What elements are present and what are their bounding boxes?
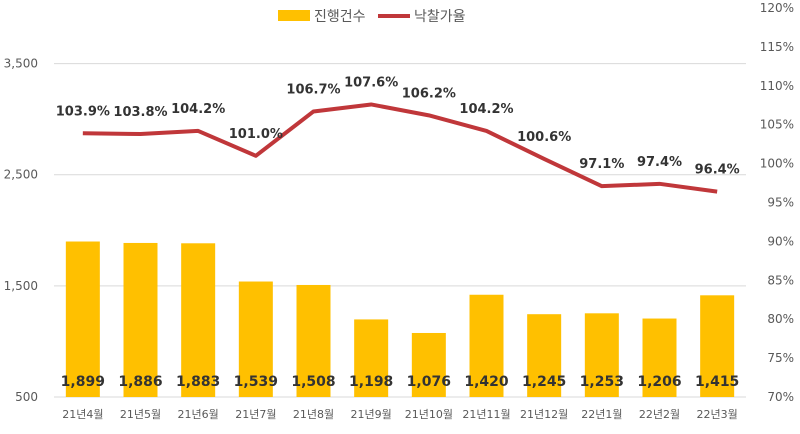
bar [123, 242, 158, 397]
x-tick-label: 21년12월 [520, 408, 568, 421]
x-tick-label: 21년9월 [351, 408, 392, 421]
line-data-label: 101.0% [229, 127, 283, 142]
bar [469, 294, 504, 397]
bar [411, 332, 446, 397]
line-data-label: 96.4% [695, 163, 740, 178]
x-tick-label: 21년10월 [405, 408, 453, 421]
bar-data-label: 1,886 [118, 374, 162, 390]
bar-data-label: 1,076 [407, 374, 451, 390]
bar [238, 281, 273, 397]
bar-data-label: 1,198 [349, 374, 393, 390]
line-data-label: 97.1% [579, 157, 624, 172]
bar-data-label: 1,899 [61, 374, 105, 390]
x-tick-label: 21년7월 [235, 408, 276, 421]
right-tick-label: 120% [760, 1, 794, 15]
bar-data-label: 1,883 [176, 374, 220, 390]
right-tick-label: 100% [760, 157, 794, 171]
bar-data-label: 1,253 [580, 374, 624, 390]
line-data-label: 104.2% [459, 102, 513, 117]
right-tick-label: 110% [760, 79, 794, 93]
line-data-label: 100.6% [517, 130, 571, 145]
x-tick-label: 21년5월 [120, 408, 161, 421]
x-tick-label: 21년11월 [462, 408, 510, 421]
bar [642, 318, 677, 397]
bar [700, 295, 735, 397]
line-data-label: 104.2% [171, 102, 225, 117]
bar [296, 284, 331, 397]
line-series [82, 102, 718, 194]
bar [181, 243, 216, 397]
right-tick-label: 80% [767, 312, 794, 326]
legend-label: 낙찰가율 [414, 9, 466, 25]
right-tick-label: 90% [767, 234, 794, 248]
bar [354, 319, 389, 397]
x-tick-label: 21년6월 [178, 408, 219, 421]
right-tick-label: 85% [767, 273, 794, 287]
legend-label: 진행건수 [314, 9, 366, 25]
right-tick-label: 70% [767, 390, 794, 404]
right-tick-label: 105% [760, 118, 794, 132]
line-data-label: 97.4% [637, 155, 682, 170]
legend-bar-swatch [278, 10, 310, 21]
x-tick-label: 21년4월 [62, 408, 103, 421]
bar-data-label: 1,245 [522, 374, 566, 390]
right-tick-label: 75% [767, 351, 794, 365]
x-tick-label: 21년8월 [293, 408, 334, 421]
bar [527, 314, 562, 397]
bar-data-label: 1,420 [464, 374, 509, 390]
line-data-label: 106.2% [402, 86, 456, 101]
bar-data-label: 1,539 [234, 374, 278, 390]
right-tick-label: 115% [760, 40, 794, 54]
x-tick-label: 22년3월 [697, 408, 738, 421]
left-tick-label: 2,500 [4, 168, 38, 182]
bar [65, 241, 100, 397]
x-tick-label: 22년2월 [639, 408, 680, 421]
bar-data-label: 1,415 [695, 374, 739, 390]
x-tick-label: 22년1월 [581, 408, 622, 421]
bar [584, 313, 619, 397]
line-data-label: 106.7% [286, 82, 340, 97]
bar-data-label: 1,206 [637, 374, 681, 390]
line-data-label: 107.6% [344, 75, 398, 90]
line-data-label: 103.9% [56, 104, 110, 119]
bar-data-label: 1,508 [291, 374, 335, 390]
left-tick-label: 500 [15, 390, 38, 404]
left-tick-label: 1,500 [4, 279, 38, 293]
left-tick-label: 3,500 [4, 57, 38, 71]
line-data-label: 103.8% [113, 105, 167, 120]
right-tick-label: 95% [767, 196, 794, 210]
